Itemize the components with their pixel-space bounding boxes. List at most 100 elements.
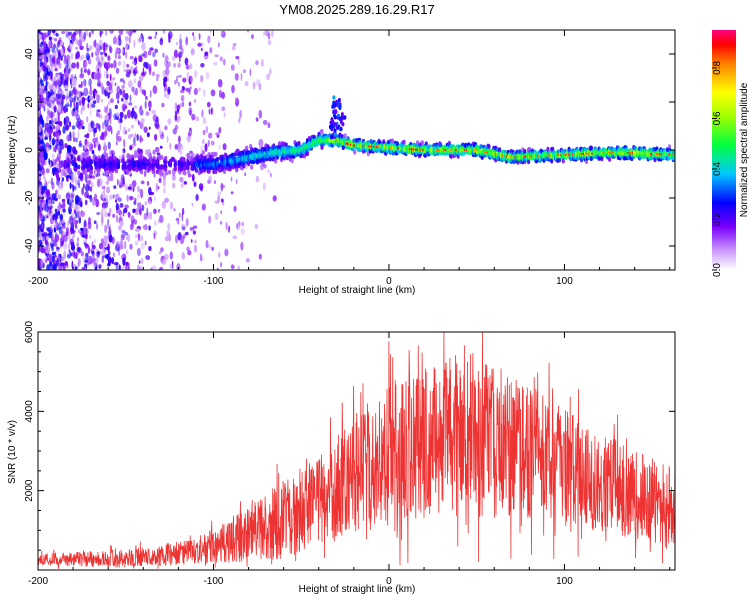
signal-blob [199,169,203,174]
noise-blob [82,97,85,106]
noise-blob [44,136,49,140]
noise-blob [115,264,118,270]
noise-blob [119,243,124,250]
signal-blob [74,166,78,172]
noise-blob [39,165,44,170]
noise-blob [75,51,80,59]
signal-blob [143,158,147,164]
noise-blob [79,56,83,62]
noise-blob [194,98,197,104]
noise-blob [168,33,171,43]
noise-blob [233,205,237,212]
noise-blob [199,253,203,262]
noise-blob [81,104,86,111]
noise-blob [87,103,90,109]
noise-blob [174,144,179,150]
noise-blob [160,257,163,263]
noise-blob [220,31,224,35]
noise-blob [71,125,76,130]
noise-blob [52,56,56,65]
noise-blob [136,264,140,270]
noise-blob [172,182,176,189]
noise-blob [78,229,81,234]
noise-blob [78,183,81,189]
noise-blob [165,83,168,87]
noise-blob [146,132,150,138]
noise-blob [213,180,217,185]
noise-blob [44,122,49,127]
noise-blob [271,30,274,38]
noise-blob [146,180,150,186]
noise-blob [214,212,219,221]
noise-blob [137,80,142,88]
signal-blob [160,165,164,170]
noise-blob [167,118,172,125]
signal-blob [148,156,152,162]
noise-blob [141,204,145,211]
noise-blob [47,146,51,151]
signal-blob [449,154,453,159]
noise-blob [57,114,60,124]
signal-blob [187,170,191,176]
noise-blob [47,30,52,36]
noise-blob [73,102,76,108]
signal-blob [261,161,265,167]
noise-blob [178,212,181,218]
noise-blob [43,66,47,72]
signal-blob [148,163,152,169]
noise-blob [68,35,71,42]
noise-blob [66,101,69,106]
signal-blob [66,157,70,162]
noise-blob [57,104,62,113]
noise-blob [167,86,171,95]
noise-blob [56,100,61,105]
signal-blob [180,166,184,172]
signal-blob [160,155,164,160]
noise-blob [119,111,124,119]
noise-blob [47,110,51,116]
noise-blob [74,173,77,182]
noise-blob [54,235,60,243]
noise-blob [198,33,201,40]
noise-blob [110,257,115,265]
noise-blob [160,37,163,42]
noise-blob [64,30,69,35]
noise-blob [59,213,63,222]
noise-blob [44,178,46,184]
y-tick-label: 4000 [24,400,35,423]
noise-blob [66,144,72,154]
noise-blob [252,81,256,90]
burst-blob [332,100,336,106]
noise-blob [38,32,41,40]
x-tick-label: -200 [28,276,48,287]
noise-blob [193,87,198,96]
noise-blob [193,35,196,42]
noise-blob [125,249,129,255]
noise-blob [236,221,241,231]
noise-blob [126,194,129,202]
noise-blob [76,61,80,69]
burst-blob [339,119,343,125]
noise-blob [190,75,193,84]
noise-blob [237,265,240,270]
noise-blob [235,97,238,104]
noise-blob [232,235,238,240]
noise-blob [256,79,261,87]
noise-blob [272,195,277,202]
noise-blob [242,69,247,74]
noise-blob [59,138,64,147]
noise-blob [39,173,42,177]
burst-blob [340,112,344,117]
y-tick-label: -40 [24,238,35,253]
signal-blob [77,164,81,170]
burst-blob [329,120,333,126]
noise-blob [118,34,121,41]
noise-blob [38,186,42,195]
noise-blob [114,82,117,87]
noise-blob [39,193,43,200]
signal-blob [83,153,87,159]
noise-blob [269,68,272,75]
signal-blob [74,162,78,168]
noise-blob [54,67,58,72]
noise-blob [112,213,116,218]
